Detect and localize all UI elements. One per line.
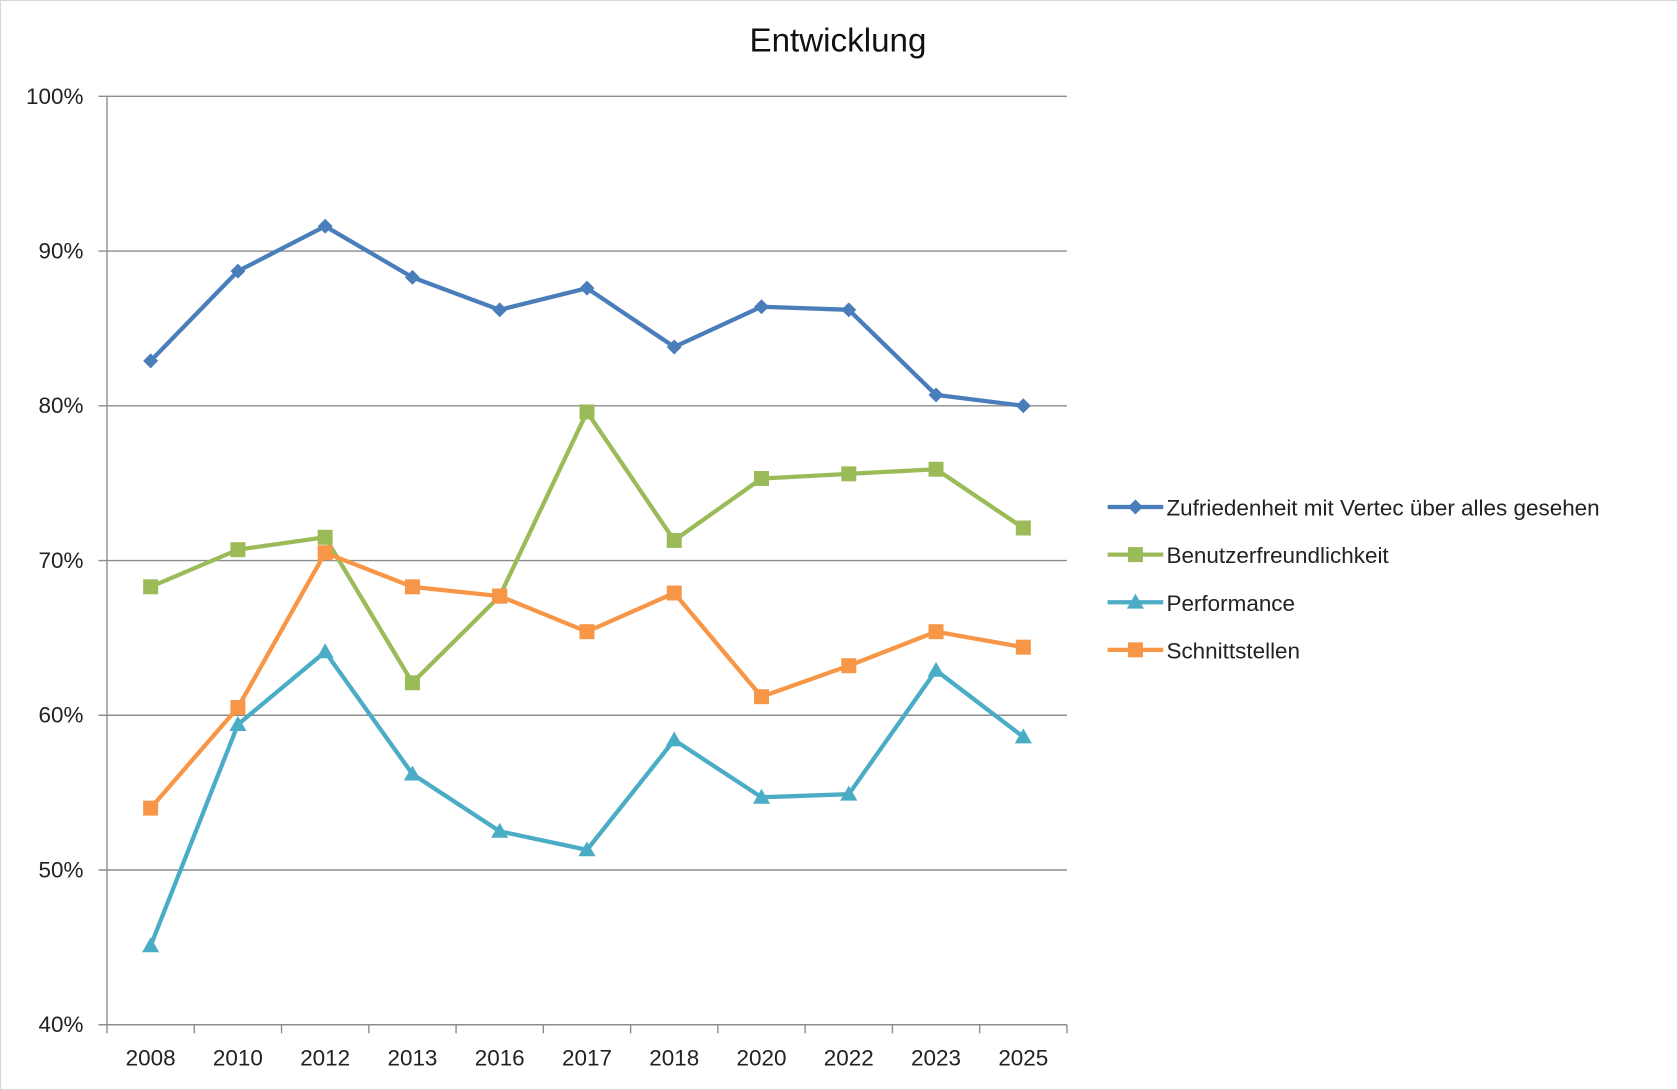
data-point [579, 624, 595, 640]
data-point [840, 785, 858, 801]
x-tick-label: 2010 [213, 1045, 263, 1070]
y-tick-label: 70% [39, 548, 84, 573]
data-point [1015, 639, 1031, 655]
data-point [230, 542, 246, 558]
legend-label: Schnittstellen [1166, 638, 1300, 663]
data-point [928, 461, 944, 477]
legend-item: Schnittstellen [1107, 638, 1300, 663]
legend-label: Benutzerfreundlichkeit [1166, 543, 1389, 568]
data-point [143, 353, 159, 369]
data-point [1014, 728, 1032, 744]
data-point [404, 269, 420, 285]
data-point [579, 404, 595, 420]
data-point [403, 765, 422, 781]
y-tick-label: 40% [39, 1012, 84, 1037]
x-tick-label: 2020 [737, 1045, 787, 1070]
y-tick-label: 100% [26, 84, 83, 109]
data-point [752, 788, 771, 804]
data-point [927, 661, 945, 677]
data-point [317, 545, 333, 561]
x-tick-label: 2017 [562, 1045, 612, 1070]
data-point [230, 263, 246, 279]
data-point [1126, 593, 1144, 609]
x-tick-label: 2013 [387, 1045, 437, 1070]
y-tick-label: 80% [39, 393, 84, 418]
data-point [841, 302, 857, 318]
data-point [1127, 547, 1143, 563]
x-tick-label: 2018 [649, 1045, 699, 1070]
data-point [665, 731, 683, 747]
data-point [1015, 520, 1031, 536]
chart-title: Entwicklung [749, 22, 926, 59]
data-point [230, 700, 246, 716]
data-point [492, 302, 508, 318]
data-point [578, 841, 596, 857]
data-point [404, 579, 420, 595]
data-point [841, 658, 857, 674]
y-tick-label: 60% [39, 703, 84, 728]
data-point [404, 675, 420, 691]
data-point [841, 466, 857, 482]
x-tick-label: 2016 [475, 1045, 525, 1070]
legend-label: Zufriedenheit mit Vertec über alles gese… [1166, 496, 1599, 521]
data-point [229, 715, 247, 731]
series-2 [142, 643, 1032, 953]
legend: Zufriedenheit mit Vertec über alles gese… [1107, 496, 1600, 663]
y-tick-label: 90% [39, 239, 84, 264]
data-point [142, 937, 160, 953]
x-tick-label: 2025 [998, 1045, 1048, 1070]
axes: 40% 50% 60% 70% 80% 90% 100% 2008 2010 2012 2013 20… [26, 84, 1068, 1070]
data-point [754, 689, 770, 705]
data-point [143, 800, 159, 816]
legend-item: Performance [1107, 591, 1295, 616]
data-point [143, 579, 159, 595]
data-point [754, 471, 770, 486]
data-point [666, 585, 682, 601]
data-point [928, 387, 944, 403]
data-point [492, 588, 508, 604]
data-point [666, 532, 682, 548]
data-point [317, 529, 333, 545]
x-tick-label: 2008 [126, 1045, 176, 1070]
data-point [317, 218, 333, 234]
y-tick-label: 50% [39, 857, 84, 882]
legend-label: Performance [1166, 591, 1295, 616]
series-group [142, 218, 1032, 953]
series-3 [143, 545, 1031, 816]
data-point [928, 624, 944, 640]
data-point [754, 299, 770, 315]
x-tick-label: 2023 [911, 1045, 961, 1070]
legend-item: Zufriedenheit mit Vertec über alles gese… [1107, 496, 1600, 521]
x-tick-label: 2022 [824, 1045, 874, 1070]
data-point [491, 822, 509, 838]
data-point [316, 643, 334, 659]
x-tick-label: 2012 [300, 1045, 350, 1070]
data-point [1127, 642, 1143, 658]
data-point [666, 339, 682, 355]
legend-item: Benutzerfreundlichkeit [1107, 543, 1389, 568]
data-point [579, 280, 595, 296]
